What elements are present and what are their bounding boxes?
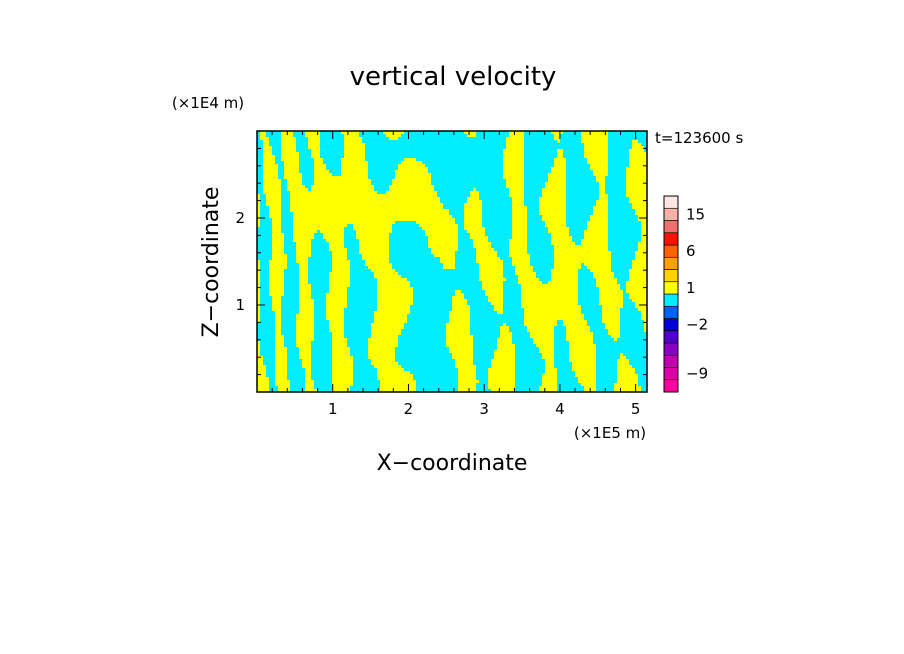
x-tick-label: 5: [631, 400, 641, 418]
colorbar-segment: [663, 318, 679, 332]
y-axis-unit: (×1E4 m): [172, 94, 244, 112]
velocity-field: [257, 131, 647, 392]
colorbar-segment: [663, 367, 679, 381]
x-axis-unit: (×1E5 m): [574, 424, 646, 442]
colorbar-segment: [663, 256, 679, 270]
colorbar-label: −2: [686, 316, 708, 334]
y-axis-ticks: 12: [235, 147, 647, 376]
colorbar-segment: [663, 220, 679, 234]
x-axis-label: X−coordinate: [377, 451, 528, 476]
colorbar: −9 −2 1 6 15: [663, 195, 708, 393]
y-tick-label: 1: [235, 296, 245, 314]
chart-title: vertical velocity: [350, 62, 557, 92]
y-axis-label: Z−coordinate: [199, 187, 224, 338]
time-label: t=123600 s: [655, 129, 743, 147]
x-tick-label: 4: [555, 400, 565, 418]
y-tick-label: 2: [235, 209, 245, 227]
x-tick-label: 1: [328, 400, 338, 418]
colorbar-segment: [663, 269, 679, 283]
colorbar-segment: [663, 244, 679, 258]
colorbar-segment: [663, 305, 679, 319]
x-axis-ticks: 1 2 3 4 5: [271, 131, 641, 418]
positive-velocity-region: [257, 131, 647, 392]
colorbar-label: −9: [686, 365, 708, 383]
colorbar-label: 15: [686, 205, 705, 223]
colorbar-segment: [663, 354, 679, 368]
plot-area: [256, 130, 648, 393]
colorbar-segment: [663, 293, 679, 307]
colorbar-segment: [663, 281, 679, 295]
colorbar-label: 6: [686, 242, 696, 260]
colorbar-label: 1: [686, 279, 696, 297]
colorbar-frame: [663, 195, 679, 393]
colorbar-segment: [663, 342, 679, 356]
colorbar-segment: [663, 207, 679, 221]
colorbar-segment: [663, 379, 679, 393]
plot-frame: [256, 130, 648, 393]
colorbar-segment: [663, 330, 679, 344]
x-tick-label: 2: [404, 400, 414, 418]
x-tick-label: 3: [479, 400, 489, 418]
colorbar-segment: [663, 195, 679, 209]
colorbar-segment: [663, 232, 679, 246]
